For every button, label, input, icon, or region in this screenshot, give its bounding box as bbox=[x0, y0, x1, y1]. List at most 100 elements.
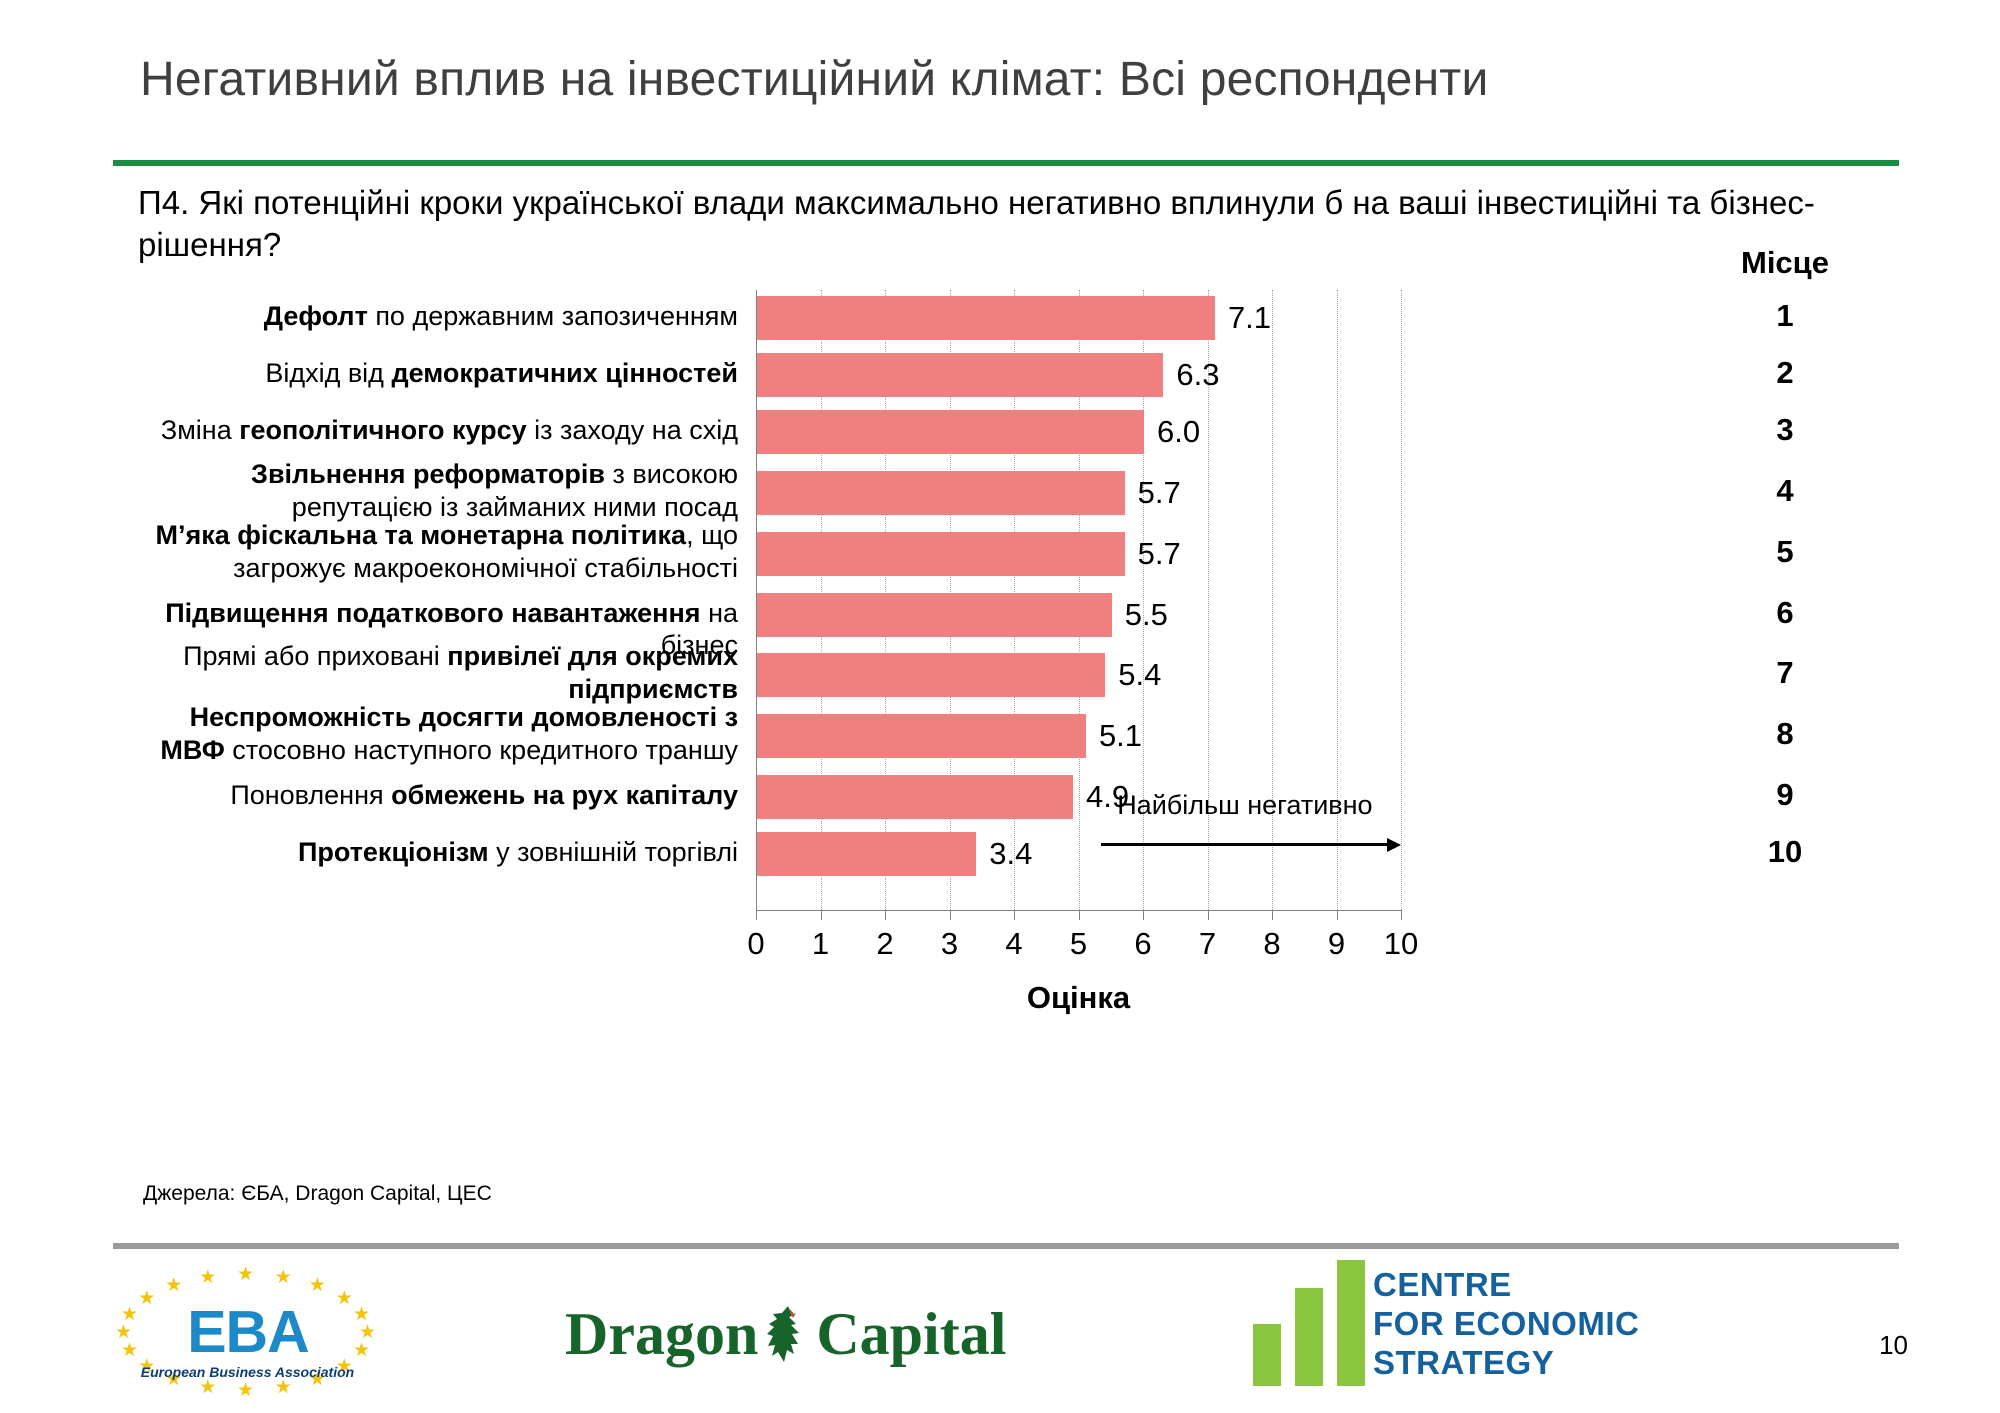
chart-rows: Дефолт по державним запозиченням 7.1 1 Відх… bbox=[140, 290, 1860, 920]
bar-value-label: 5.4 bbox=[1118, 657, 1162, 693]
star-icon: ★ bbox=[335, 1356, 353, 1378]
star-icon: ★ bbox=[274, 1377, 292, 1399]
star-icon: ★ bbox=[120, 1339, 139, 1361]
star-icon: ★ bbox=[165, 1275, 183, 1297]
question-text: П4. Які потенційні кроки української вла… bbox=[138, 184, 1815, 264]
x-tick-label: 3 bbox=[940, 926, 959, 961]
bar[interactable] bbox=[757, 714, 1086, 759]
category-label: Відхід від демократичних цінностей bbox=[265, 358, 738, 389]
x-tick-label: 7 bbox=[1198, 926, 1217, 961]
category-label: Зміна геополітичного курсу із заходу на … bbox=[160, 415, 738, 446]
category-label: Прямі або приховані привілеї для окремих… bbox=[183, 641, 738, 705]
eba-logo-text: EBA bbox=[187, 1299, 310, 1365]
ces-bar-3 bbox=[1337, 1260, 1365, 1386]
right-arrow-icon bbox=[1101, 838, 1401, 852]
bar[interactable] bbox=[757, 410, 1144, 455]
x-tick-label: 10 bbox=[1383, 926, 1419, 961]
ces-bar-2 bbox=[1295, 1288, 1323, 1386]
x-tick-label: 8 bbox=[1263, 926, 1281, 961]
category-label: Неспроможність досягти домовленості з МВ… bbox=[160, 702, 738, 766]
bar-value-label: 6.0 bbox=[1157, 414, 1201, 450]
star-icon: ★ bbox=[138, 1287, 156, 1309]
category-label: Підвищення податкового навантаження на б… bbox=[165, 597, 738, 661]
bar-chart: Місце Дефолт по державним запозиченням 7.… bbox=[140, 245, 1860, 1015]
bar[interactable] bbox=[757, 653, 1106, 698]
title-divider bbox=[113, 160, 1899, 166]
tick-8 bbox=[1272, 910, 1273, 920]
rank-column-header: Місце bbox=[1741, 245, 1829, 280]
sources-note: Джерела: ЄБА, Dragon Capital, ЦЕС bbox=[143, 1182, 492, 1205]
rank-value: 1 bbox=[1776, 298, 1794, 333]
gridline-10 bbox=[1401, 290, 1402, 910]
dragon-capital-word1: Dragon bbox=[565, 1301, 759, 1367]
ces-line-2: FOR ECONOMIC bbox=[1373, 1304, 1640, 1342]
tick-6 bbox=[1143, 910, 1144, 920]
ces-logo-text: CENTRE FOR ECONOMIC STRATEGY bbox=[1373, 1266, 1639, 1383]
star-icon: ★ bbox=[199, 1266, 217, 1288]
bar-value-label: 5.5 bbox=[1124, 596, 1168, 632]
category-label: М’яка фіскальна та монетарна політика, щ… bbox=[155, 519, 738, 583]
rank-value: 2 bbox=[1776, 355, 1794, 391]
ces-bar-1 bbox=[1253, 1324, 1281, 1386]
tick-5 bbox=[1078, 910, 1080, 920]
star-icon: ★ bbox=[359, 1322, 377, 1343]
rank-value: 8 bbox=[1776, 716, 1794, 752]
star-icon: ★ bbox=[115, 1322, 133, 1343]
gridline-0 bbox=[756, 290, 757, 910]
x-axis-line bbox=[756, 910, 1401, 911]
category-label: Звільнення реформаторів з високою репута… bbox=[251, 458, 738, 522]
x-tick-label: 2 bbox=[876, 926, 894, 961]
x-axis-ticks: 0 1 2 3 4 5 6 7 8 9 10 bbox=[747, 926, 1418, 966]
star-icon: ★ bbox=[308, 1368, 326, 1390]
bar[interactable] bbox=[757, 592, 1112, 637]
ces-logo: CENTRE FOR ECONOMIC STRATEGY bbox=[1225, 1258, 1655, 1398]
x-tick-label: 4 bbox=[1005, 926, 1023, 961]
rank-value: 4 bbox=[1776, 472, 1794, 508]
gridline-7 bbox=[1207, 290, 1209, 910]
bar[interactable] bbox=[757, 470, 1125, 515]
tick-10 bbox=[1401, 910, 1402, 920]
bar[interactable] bbox=[757, 353, 1164, 398]
category-label: Протекціонізм у зовнішній торгівлі bbox=[297, 837, 738, 867]
page-number: 10 bbox=[1879, 1330, 1908, 1360]
rank-value: 6 bbox=[1776, 594, 1794, 630]
bar-value-label: 4.9 bbox=[1086, 778, 1130, 814]
star-icon: ★ bbox=[353, 1304, 371, 1326]
bar-value-label: 5.7 bbox=[1137, 535, 1181, 571]
footer-divider bbox=[113, 1243, 1899, 1249]
eba-logo: ★ ★ ★ ★ ★ ★ ★ ★ ★ ★ ★ ★ ★ ★ ★ ★ ★ ★ ★ ★ EBA European Busine… bbox=[110, 1264, 380, 1400]
bar[interactable] bbox=[757, 832, 977, 876]
tick-1 bbox=[820, 910, 822, 920]
bar-value-label: 7.1 bbox=[1227, 300, 1272, 335]
x-tick-label: 0 bbox=[747, 926, 765, 961]
dragon-icon bbox=[758, 1304, 816, 1366]
star-icon: ★ bbox=[237, 1264, 255, 1285]
ces-line-1: CENTRE bbox=[1373, 1266, 1512, 1303]
x-tick-label: 5 bbox=[1069, 926, 1088, 961]
bar[interactable] bbox=[757, 531, 1125, 576]
gridline-6 bbox=[1143, 290, 1144, 910]
rank-value: 7 bbox=[1776, 655, 1794, 691]
star-icon: ★ bbox=[165, 1368, 183, 1390]
page-title: Негативний вплив на інвестиційний клімат… bbox=[140, 53, 1489, 106]
bar-value-label: 5.1 bbox=[1098, 718, 1143, 754]
star-icon: ★ bbox=[353, 1339, 371, 1361]
rank-value: 3 bbox=[1776, 412, 1794, 448]
eba-stars-icon: ★ ★ ★ ★ ★ ★ ★ ★ ★ ★ ★ ★ ★ ★ ★ ★ ★ ★ ★ ★ bbox=[110, 1264, 380, 1400]
category-label: Поновлення обмежень на рух капіталу bbox=[230, 779, 738, 810]
star-icon: ★ bbox=[120, 1304, 139, 1326]
bar[interactable] bbox=[757, 774, 1074, 819]
star-icon: ★ bbox=[199, 1377, 217, 1399]
star-icon: ★ bbox=[335, 1287, 353, 1309]
tick-0 bbox=[756, 910, 757, 920]
bar-value-label: 3.4 bbox=[989, 836, 1033, 871]
bar[interactable] bbox=[757, 296, 1215, 340]
tick-9 bbox=[1336, 910, 1338, 920]
rank-value: 9 bbox=[1776, 776, 1794, 812]
ces-line-3: STRATEGY bbox=[1373, 1343, 1555, 1381]
bar-value-label: 5.7 bbox=[1137, 474, 1181, 510]
star-icon: ★ bbox=[274, 1266, 292, 1288]
annotation-label: Найбільш негативно bbox=[1117, 790, 1373, 820]
x-tick-label: 6 bbox=[1134, 926, 1152, 961]
category-label: Дефолт по державним запозиченням bbox=[263, 301, 738, 331]
